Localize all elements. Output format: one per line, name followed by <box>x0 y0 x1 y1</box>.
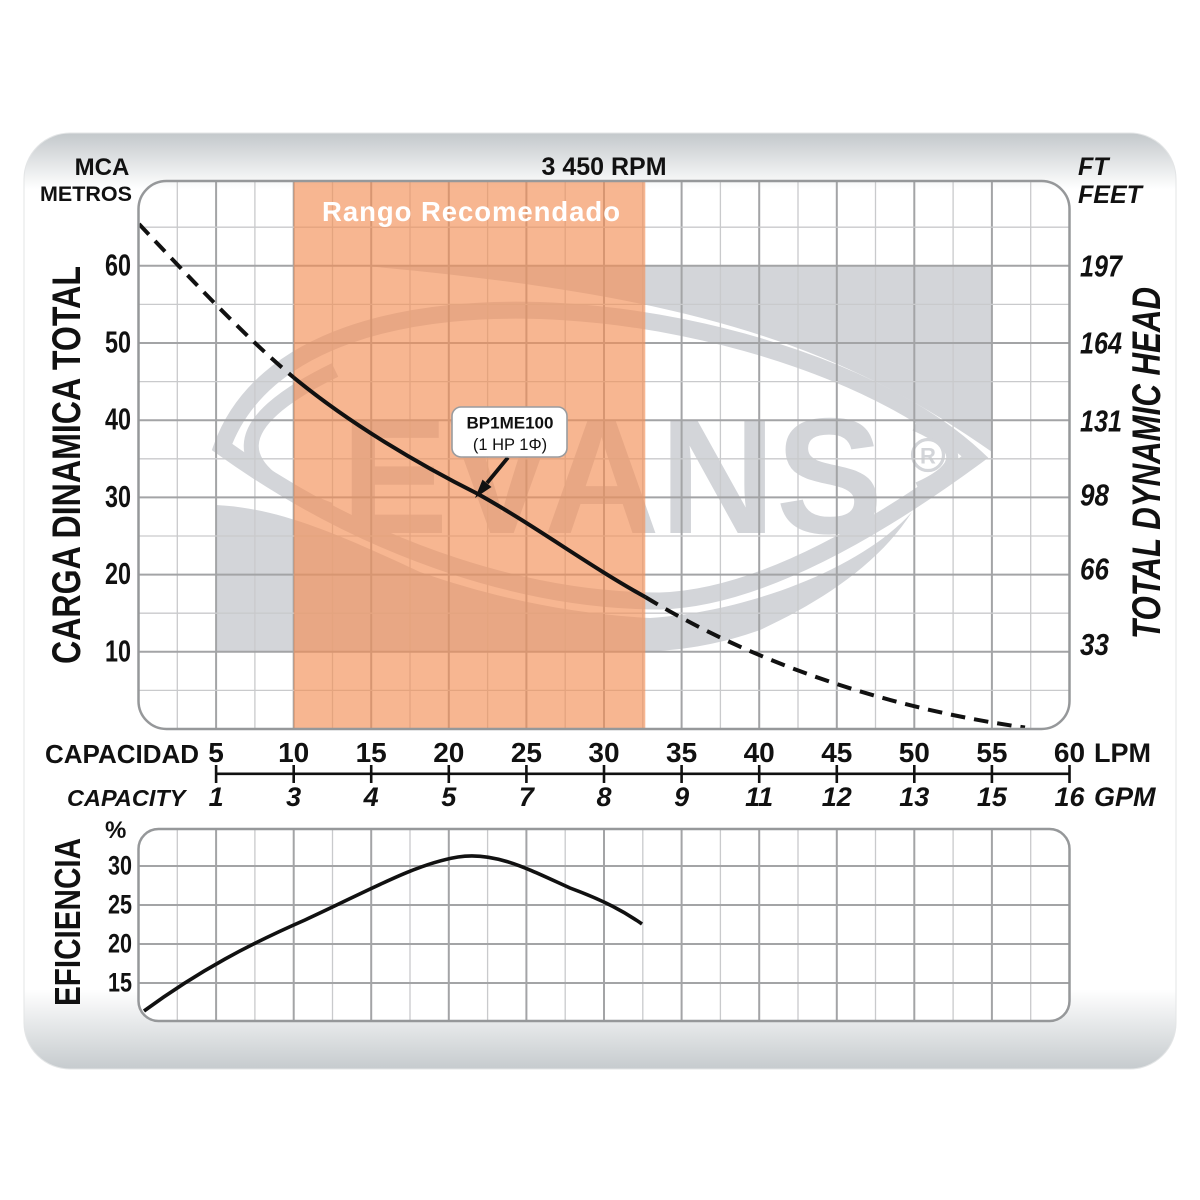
svg-text:50: 50 <box>899 737 930 768</box>
svg-text:CAPACITY: CAPACITY <box>67 785 188 811</box>
svg-text:5: 5 <box>441 782 457 812</box>
svg-text:25: 25 <box>108 890 132 920</box>
svg-text:20: 20 <box>105 556 131 591</box>
svg-text:45: 45 <box>821 737 852 768</box>
svg-text:CARGA DINAMICA TOTAL: CARGA DINAMICA TOTAL <box>45 266 89 664</box>
svg-text:9: 9 <box>674 782 689 812</box>
svg-text:25: 25 <box>511 737 542 768</box>
svg-text:FEET: FEET <box>1078 181 1145 209</box>
svg-text:60: 60 <box>1054 737 1085 768</box>
svg-text:164: 164 <box>1080 326 1122 361</box>
svg-text:5: 5 <box>208 737 224 768</box>
svg-text:LPM: LPM <box>1094 738 1151 768</box>
svg-text:16: 16 <box>1054 782 1085 812</box>
svg-text:GPM: GPM <box>1094 782 1156 812</box>
svg-text:(1 HP 1Φ): (1 HP 1Φ) <box>473 436 547 454</box>
svg-text:98: 98 <box>1080 478 1110 513</box>
svg-text:R: R <box>920 444 936 469</box>
svg-text:30: 30 <box>108 851 132 881</box>
svg-text:1: 1 <box>209 782 224 812</box>
svg-text:131: 131 <box>1080 404 1122 439</box>
svg-text:30: 30 <box>105 479 131 514</box>
svg-text:30: 30 <box>588 737 619 768</box>
svg-text:60: 60 <box>105 247 131 282</box>
svg-text:33: 33 <box>1080 627 1109 662</box>
svg-text:66: 66 <box>1080 552 1110 587</box>
svg-text:12: 12 <box>822 782 852 812</box>
svg-text:Rango Recomendado: Rango Recomendado <box>322 196 620 227</box>
svg-text:4: 4 <box>363 782 379 812</box>
svg-text:7: 7 <box>519 782 536 812</box>
svg-text:13: 13 <box>899 782 929 812</box>
svg-text:40: 40 <box>105 402 131 437</box>
svg-text:METROS: METROS <box>40 182 132 206</box>
svg-text:11: 11 <box>745 782 773 812</box>
svg-text:15: 15 <box>356 737 387 768</box>
svg-text:MCA: MCA <box>75 154 130 181</box>
svg-text:FT: FT <box>1078 153 1111 181</box>
svg-text:BP1ME100: BP1ME100 <box>467 414 554 433</box>
svg-text:40: 40 <box>744 737 775 768</box>
svg-text:3: 3 <box>286 782 301 812</box>
svg-text:55: 55 <box>976 737 1007 768</box>
svg-text:20: 20 <box>108 929 132 959</box>
svg-text:20: 20 <box>433 737 464 768</box>
svg-text:CAPACIDAD: CAPACIDAD <box>45 739 199 769</box>
svg-text:197: 197 <box>1080 249 1123 284</box>
svg-text:10: 10 <box>278 737 309 768</box>
svg-text:%: % <box>105 817 126 844</box>
svg-text:15: 15 <box>977 782 1008 812</box>
svg-text:10: 10 <box>105 633 131 668</box>
svg-text:50: 50 <box>105 325 131 360</box>
svg-text:15: 15 <box>108 968 132 998</box>
svg-text:TOTAL DYNAMIC HEAD: TOTAL DYNAMIC HEAD <box>1125 287 1169 639</box>
svg-text:8: 8 <box>596 782 611 812</box>
svg-text:35: 35 <box>666 737 697 768</box>
svg-text:EFICIENCIA: EFICIENCIA <box>47 838 88 1006</box>
svg-text:3 450 RPM: 3 450 RPM <box>541 153 666 181</box>
